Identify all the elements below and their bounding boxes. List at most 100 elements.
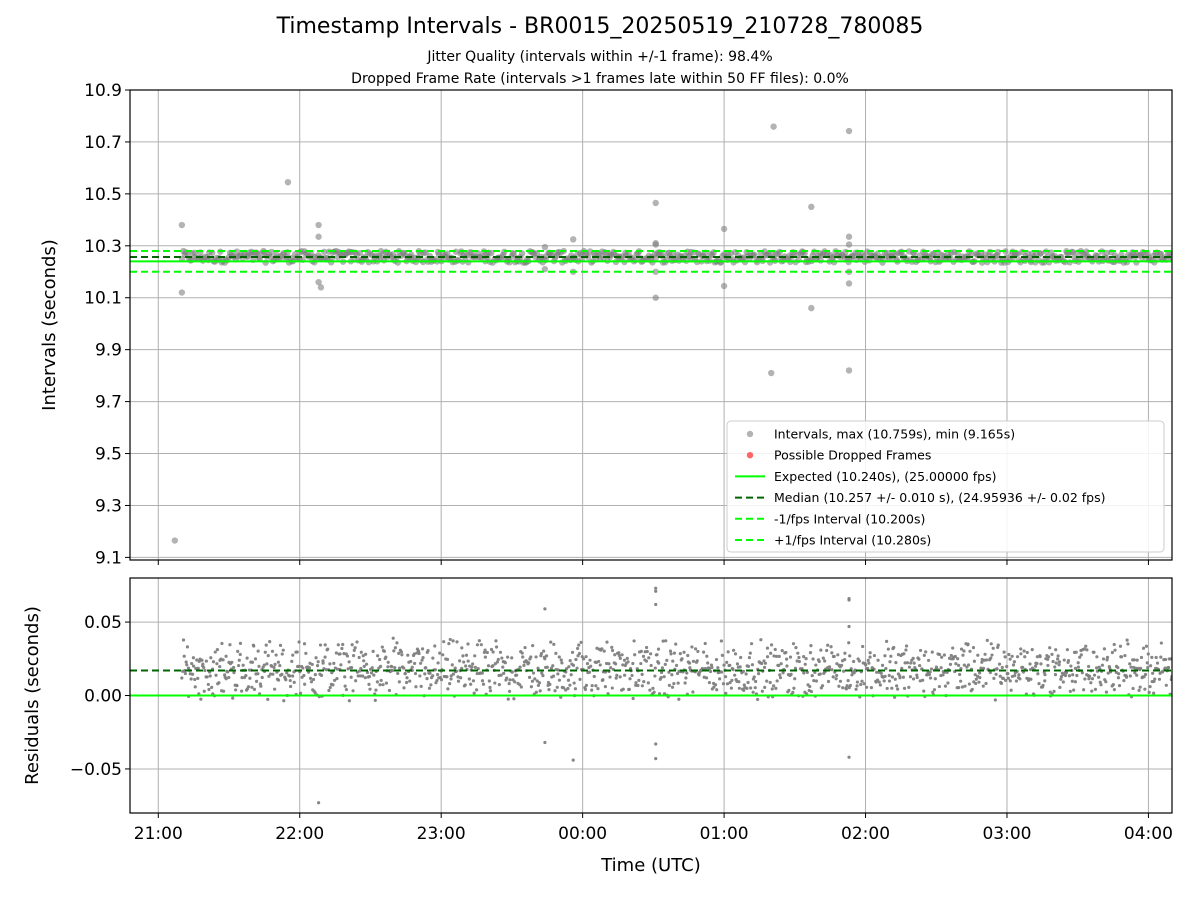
residual-point xyxy=(246,685,251,689)
residual-point xyxy=(839,663,844,667)
residual-point xyxy=(802,654,806,659)
residual-point xyxy=(1166,665,1171,670)
residual-point xyxy=(257,664,261,668)
residual-point xyxy=(866,666,870,671)
residual-point xyxy=(789,672,793,677)
residual-point xyxy=(1095,666,1099,670)
residual-point xyxy=(972,659,977,663)
residual-point xyxy=(848,654,852,658)
residual-point xyxy=(228,643,232,647)
residual-point xyxy=(448,637,452,642)
residual-point xyxy=(765,646,770,650)
residual-point xyxy=(314,656,318,660)
residual-point xyxy=(238,641,243,645)
residual-point xyxy=(397,680,401,684)
interval-outlier-point xyxy=(770,123,777,130)
residual-point xyxy=(1104,690,1109,694)
residual-point xyxy=(832,654,836,659)
residual-point xyxy=(1146,652,1150,656)
residual-point xyxy=(818,672,822,676)
residual-point xyxy=(491,650,495,654)
residual-point xyxy=(556,672,560,676)
residual-point xyxy=(852,659,856,664)
residual-point xyxy=(601,678,605,682)
residual-point xyxy=(990,653,994,657)
residual-point xyxy=(250,685,254,689)
residual-point xyxy=(765,679,769,683)
residual-point xyxy=(590,683,594,688)
residual-point xyxy=(436,661,440,665)
residual-point xyxy=(234,688,238,692)
residual-point xyxy=(687,661,692,665)
residual-point xyxy=(396,671,400,676)
residual-point xyxy=(804,657,808,661)
residual-point xyxy=(507,682,511,686)
residual-point xyxy=(1038,654,1042,659)
residual-point xyxy=(539,652,544,656)
bottom-ytick-label: −0.05 xyxy=(70,760,122,780)
residual-point xyxy=(280,672,284,676)
residual-point xyxy=(272,665,276,670)
interval-outlier-point xyxy=(845,280,853,287)
interval-outlier-point xyxy=(570,236,577,243)
residual-point xyxy=(471,662,475,666)
residual-point xyxy=(449,677,453,681)
residual-point xyxy=(347,699,351,703)
residual-point xyxy=(297,640,301,644)
residual-point xyxy=(331,683,335,687)
residual-point xyxy=(830,651,834,655)
residual-point xyxy=(653,666,657,670)
residual-point xyxy=(867,661,871,665)
residual-point xyxy=(372,673,376,677)
residual-point xyxy=(774,654,779,658)
residual-point xyxy=(895,684,899,688)
residual-point xyxy=(827,665,832,669)
residual-point xyxy=(1009,688,1013,692)
residual-point xyxy=(780,649,784,653)
residual-point xyxy=(939,666,943,670)
residual-point xyxy=(918,648,923,653)
residual-point xyxy=(878,683,882,687)
residual-point xyxy=(971,646,976,650)
residual-point xyxy=(1129,665,1133,669)
residual-point xyxy=(420,658,424,662)
residual-point xyxy=(926,658,931,663)
residual-point xyxy=(562,674,566,678)
residual-point xyxy=(290,659,294,663)
residual-point xyxy=(355,640,359,644)
residual-point xyxy=(615,673,619,677)
residual-point xyxy=(387,688,392,693)
residual-point xyxy=(1145,661,1149,665)
residual-point xyxy=(506,655,510,659)
top-ytick-label: 9.5 xyxy=(95,445,122,465)
residual-point xyxy=(416,649,421,653)
residual-point xyxy=(549,666,553,670)
residual-point xyxy=(576,646,580,651)
residual-point xyxy=(489,647,494,652)
residual-point xyxy=(768,680,772,685)
residual-point xyxy=(450,663,454,667)
residual-point xyxy=(215,662,219,666)
residual-point xyxy=(358,674,362,678)
residual-point xyxy=(1122,679,1126,683)
residual-point xyxy=(628,677,632,681)
residual-point xyxy=(523,645,527,650)
residual-point xyxy=(352,648,356,652)
residual-point xyxy=(311,677,316,682)
residual-point xyxy=(435,678,439,683)
residual-point xyxy=(1030,648,1034,652)
top-ytick-label: 10.1 xyxy=(84,289,122,309)
residual-point xyxy=(473,654,477,658)
residual-point xyxy=(1128,674,1132,678)
residual-point xyxy=(221,658,225,662)
residual-point xyxy=(470,665,474,669)
top-ytick-label: 9.9 xyxy=(95,341,122,361)
residual-point xyxy=(769,643,774,647)
residual-point xyxy=(979,666,983,670)
residual-point xyxy=(1093,687,1098,691)
residual-point xyxy=(384,655,388,659)
residual-point xyxy=(809,689,814,694)
residual-point xyxy=(253,657,258,661)
residual-point xyxy=(236,663,241,668)
residual-point xyxy=(660,666,665,670)
